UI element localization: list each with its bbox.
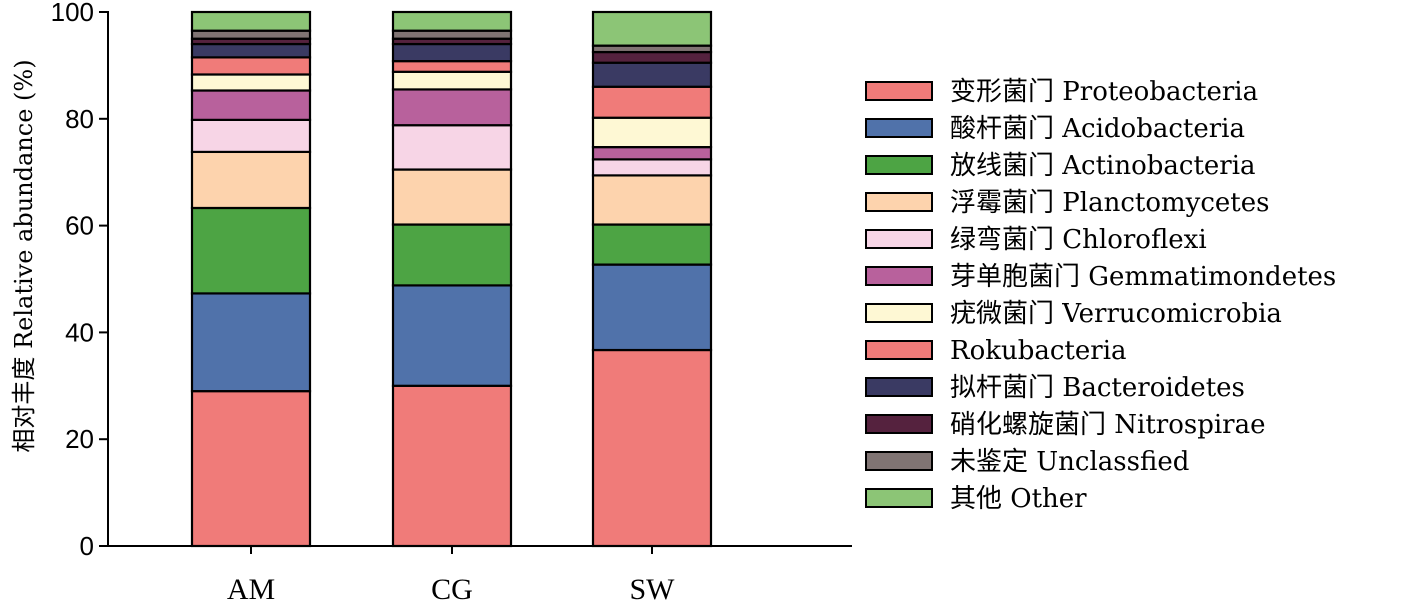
legend-item: 拟杆菌门 Bacteroidetes bbox=[865, 373, 1245, 403]
bar-segment-am-proteobacteria bbox=[190, 390, 312, 548]
legend-label: Rokubacteria bbox=[950, 336, 1127, 366]
bar-segment-sw-bacteroidetes bbox=[591, 61, 713, 88]
legend-swatch bbox=[865, 118, 933, 138]
y-tick-label: 60 bbox=[65, 211, 94, 241]
y-tick-label: 0 bbox=[80, 531, 94, 561]
bar-segment-am-other bbox=[190, 10, 312, 32]
y-tick-label: 100 bbox=[51, 0, 94, 27]
bar-segment-cg-other bbox=[391, 10, 513, 32]
legend-label: 浮霉菌门 Planctomycetes bbox=[950, 188, 1269, 218]
x-labels-group: AM CG SW bbox=[227, 546, 675, 601]
legend-swatch bbox=[865, 192, 933, 212]
bar-segment-cg-verrucomicrobia bbox=[391, 70, 513, 91]
bar-segment-sw-proteobacteria bbox=[591, 348, 713, 548]
bar-segment-cg-rokubacteria bbox=[391, 60, 513, 73]
axes-group bbox=[107, 11, 852, 547]
legend-label: 放线菌门 Actinobacteria bbox=[950, 151, 1256, 181]
legend-label: 变形菌门 Proteobacteria bbox=[950, 77, 1258, 107]
legend-item: 变形菌门 Proteobacteria bbox=[865, 77, 1258, 107]
bar-segment-am-verrucomicrobia bbox=[190, 73, 312, 92]
bar-segment-sw-planctomycetes bbox=[591, 174, 713, 226]
legend-swatch bbox=[865, 229, 933, 249]
legend-item: 放线菌门 Actinobacteria bbox=[865, 151, 1256, 181]
y-tick-label: 40 bbox=[65, 317, 94, 347]
legend-swatch bbox=[865, 81, 933, 101]
bar-segment-cg-acidobacteria bbox=[391, 284, 513, 387]
legend-label: 其他 Other bbox=[950, 484, 1087, 514]
bar-segment-sw-verrucomicrobia bbox=[591, 116, 713, 149]
legend-label: 硝化螺旋菌门 Nitrospirae bbox=[950, 410, 1265, 440]
bar-segment-sw-acidobacteria bbox=[591, 263, 713, 352]
bar-segment-sw-chloroflexi bbox=[591, 158, 713, 177]
legend-swatch bbox=[865, 488, 933, 508]
bar-segment-cg-bacteroidetes bbox=[391, 42, 513, 63]
legend-item: 未鉴定 Unclassfied bbox=[865, 447, 1189, 477]
bar-segment-cg-proteobacteria bbox=[391, 384, 513, 548]
bar-segment-am-actinobacteria bbox=[190, 206, 312, 295]
x-category-label: AM bbox=[227, 573, 275, 601]
legend-label: 拟杆菌门 Bacteroidetes bbox=[950, 373, 1245, 403]
bar-segment-sw-actinobacteria bbox=[591, 223, 713, 266]
bar-segment-am-gemmatimondetes bbox=[190, 89, 312, 121]
x-category-label: CG bbox=[431, 573, 473, 601]
bar-segment-cg-actinobacteria bbox=[391, 223, 513, 287]
legend-label: 酸杆菌门 Acidobacteria bbox=[950, 114, 1245, 144]
y-tick-label: 80 bbox=[65, 104, 94, 134]
bars-group bbox=[190, 10, 713, 548]
bar-segment-am-chloroflexi bbox=[190, 118, 312, 154]
bar-segment-sw-other bbox=[591, 10, 713, 47]
legend-item: 硝化螺旋菌门 Nitrospirae bbox=[865, 410, 1265, 440]
legend-item: 浮霉菌门 Planctomycetes bbox=[865, 188, 1269, 218]
legend-swatch bbox=[865, 155, 933, 175]
bar-segment-am-rokubacteria bbox=[190, 56, 312, 76]
bar-segment-am-planctomycetes bbox=[190, 150, 312, 210]
legend-item: 酸杆菌门 Acidobacteria bbox=[865, 114, 1245, 144]
legend-item: 芽单胞菌门 Gemmatimondetes bbox=[865, 262, 1336, 292]
bar-segment-cg-gemmatimondetes bbox=[391, 88, 513, 127]
legend-item: Rokubacteria bbox=[865, 336, 1127, 366]
bar-segment-cg-planctomycetes bbox=[391, 168, 513, 226]
legend-swatch bbox=[865, 303, 933, 323]
bar-segment-am-acidobacteria bbox=[190, 292, 312, 393]
bar-segment-cg-unclassfied bbox=[391, 29, 513, 40]
legend-swatch bbox=[865, 451, 933, 471]
legend-swatch bbox=[865, 414, 933, 434]
bar-segment-cg-chloroflexi bbox=[391, 124, 513, 171]
y-tick-label: 20 bbox=[65, 424, 94, 454]
x-category-label: SW bbox=[630, 573, 676, 601]
legend-swatch bbox=[865, 266, 933, 286]
bar-segment-am-bacteroidetes bbox=[190, 42, 312, 59]
legend-swatch bbox=[865, 340, 933, 360]
legend-swatch bbox=[865, 377, 933, 397]
bar-segment-sw-gemmatimondetes bbox=[591, 146, 713, 161]
legend-label: 未鉴定 Unclassfied bbox=[950, 447, 1189, 477]
legend-item: 疣微菌门 Verrucomicrobia bbox=[865, 299, 1282, 329]
legend-label: 芽单胞菌门 Gemmatimondetes bbox=[950, 262, 1336, 292]
bar-segment-am-unclassfied bbox=[190, 29, 312, 40]
legend-label: 疣微菌门 Verrucomicrobia bbox=[950, 299, 1282, 329]
bar-segment-sw-rokubacteria bbox=[591, 85, 713, 119]
legend-item: 绿弯菌门 Chloroflexi bbox=[865, 225, 1207, 255]
legend-label: 绿弯菌门 Chloroflexi bbox=[950, 225, 1207, 255]
bar-segment-sw-nitrospirae bbox=[591, 50, 713, 64]
legend-item: 其他 Other bbox=[865, 484, 1087, 514]
y-axis-title: 相对丰度 Relative abundance (%) bbox=[10, 59, 38, 452]
legend: 变形菌门 Proteobacteria 酸杆菌门 Acidobacteria 放线菌… bbox=[865, 77, 1336, 514]
y-ticks-group: 0 20 40 60 80 100 bbox=[51, 0, 108, 561]
